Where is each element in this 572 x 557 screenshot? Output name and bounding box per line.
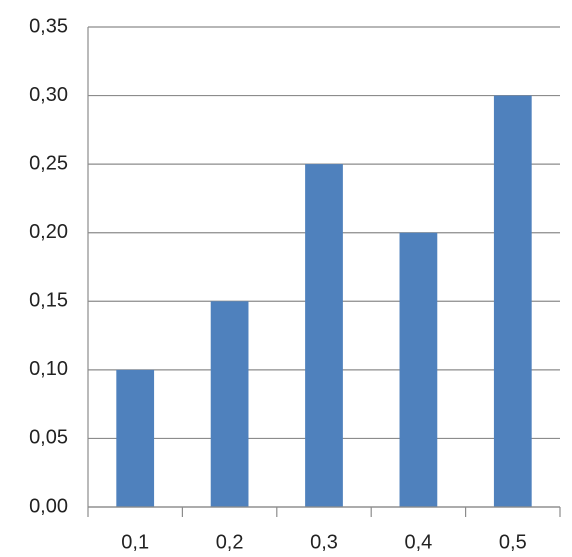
x-tick-label: 0,1 xyxy=(121,531,149,553)
bar xyxy=(493,95,532,508)
y-tick-label: 0,15 xyxy=(29,290,68,312)
y-tick-label: 0,00 xyxy=(29,495,68,517)
y-tick-label: 0,05 xyxy=(29,427,68,449)
y-tick-label: 0,30 xyxy=(29,84,68,106)
y-tick-label: 0,35 xyxy=(29,15,68,37)
y-tick-label: 0,10 xyxy=(29,358,68,380)
x-tick-label: 0,2 xyxy=(216,531,244,553)
y-tick-label: 0,20 xyxy=(29,221,68,243)
x-tick-label: 0,3 xyxy=(310,531,338,553)
y-tick-label: 0,25 xyxy=(29,152,68,174)
bar xyxy=(116,369,155,507)
bar xyxy=(305,164,343,507)
x-tick-label: 0,5 xyxy=(499,531,527,553)
bar xyxy=(210,301,249,507)
bar xyxy=(399,232,438,507)
x-tick-label: 0,4 xyxy=(404,531,432,553)
